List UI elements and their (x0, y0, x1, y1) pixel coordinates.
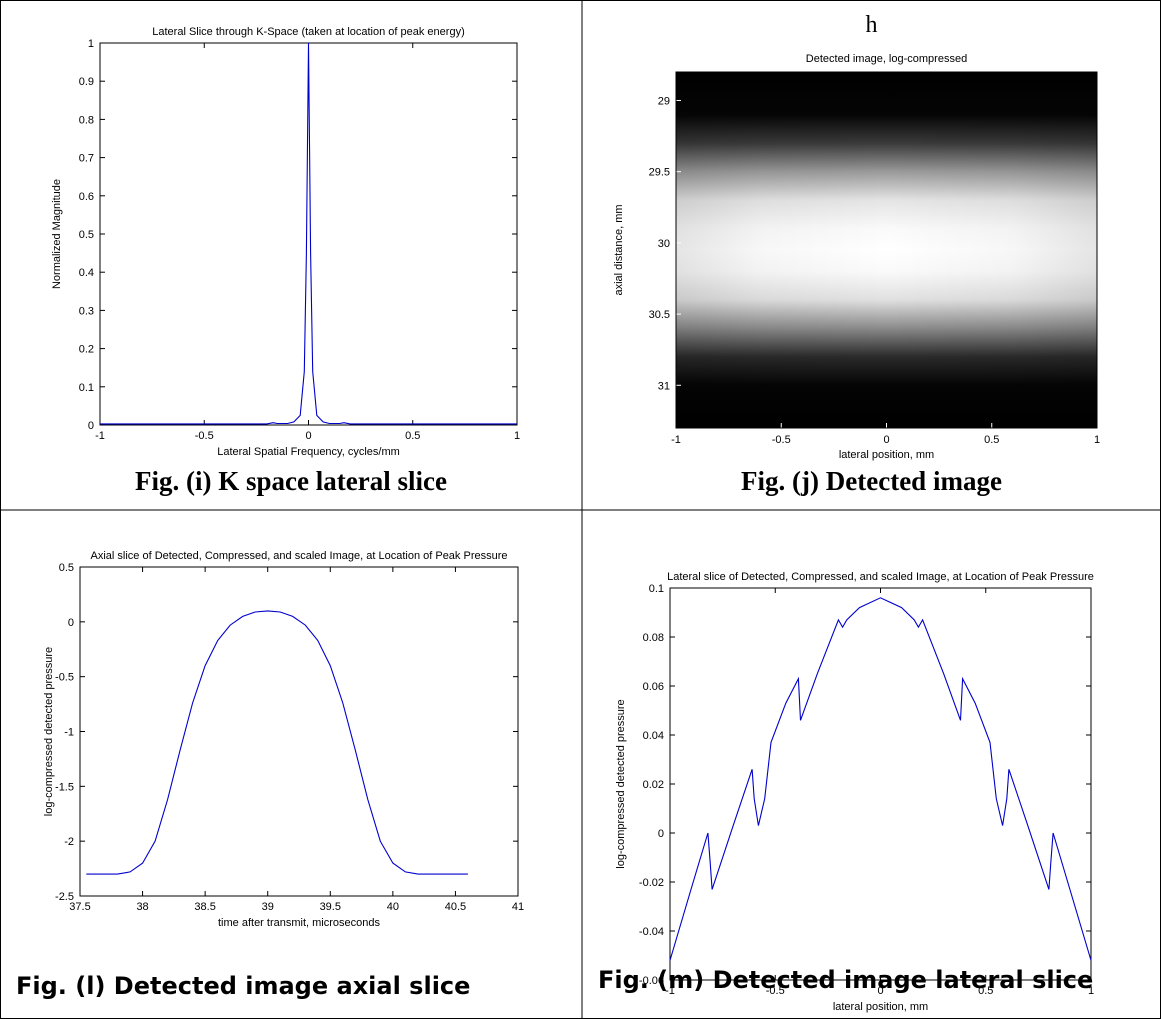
panel-lateral-slice: -1 -0.5 0 0.5 1 -0.06 -0.04 -0.02 0 0.02 0.04 0.06 0… (582, 510, 1161, 1019)
lateral-ytick-label: 0.02 (643, 779, 664, 791)
k-space-xtick-label: -1 (95, 430, 105, 442)
axial-series-line (86, 610, 468, 875)
image-ytick-label: 29 (658, 95, 670, 107)
lateral-ytick-label: -0.02 (639, 877, 664, 889)
k-space-ylabel: Normalized Magnitude (51, 179, 63, 289)
k-space-ytick-label: 0.4 (79, 267, 94, 279)
image-frame (675, 71, 1098, 429)
k-space-ytick-label: 0.2 (79, 344, 94, 356)
axial-ytick-label: -2.5 (55, 891, 74, 903)
k-space-xtick-label: 0 (305, 430, 311, 442)
lateral-ytick-label: 0.04 (643, 730, 664, 742)
image-xtick-label: 0.5 (984, 434, 999, 446)
axial-ytick-label: 0.5 (59, 562, 74, 574)
axial-ytick-label: -2 (64, 836, 74, 848)
axial-title: Axial slice of Detected, Compressed, and… (91, 550, 508, 562)
image-xtick-label: -0.5 (772, 434, 791, 446)
axial-plot-frame (79, 566, 519, 897)
lateral-title: Lateral slice of Detected, Compressed, a… (667, 571, 1094, 583)
image-ytick-label: 29.5 (649, 167, 670, 179)
k-space-series-line (100, 42, 517, 425)
panel-label-h: h (865, 12, 878, 38)
chart-k-space-lateral-slice: -1 -0.5 0 0.5 1 0 0.1 0.2 0.3 0.4 0.5 0.6 0.7 0.8 0.9 1… (51, 26, 520, 458)
axial-xtick-label: 38 (136, 901, 148, 913)
axial-xtick-label: 39 (262, 901, 274, 913)
axial-ytick-label: -1.5 (55, 781, 74, 793)
chart-axial-slice: 37.5 38 38.5 39 39.5 40 40.5 41 -2.5 -2 -1.5 -1 -0.5… (43, 550, 524, 929)
k-space-ytick-label: 0.9 (79, 76, 94, 88)
k-space-ytick-label: 0.7 (79, 153, 94, 165)
chart-lateral-slice: -1 -0.5 0 0.5 1 -0.06 -0.04 -0.02 0 0.02 0.04 0.06 0… (615, 571, 1094, 1013)
lateral-xtick-label: -1 (665, 985, 675, 997)
k-space-ytick-label: 0.3 (79, 305, 94, 317)
image-xtick-label: 1 (1094, 434, 1100, 446)
lateral-ytick-label: -0.04 (639, 926, 664, 938)
axial-ytick-label: -1 (64, 727, 74, 739)
caption-fig-m: Fig. (m) Detected image lateral slice (598, 966, 1094, 994)
k-space-xtick-label: 1 (514, 430, 520, 442)
lateral-xtick-label: 0.5 (978, 985, 993, 997)
caption-fig-j: Fig. (j) Detected image (741, 466, 1002, 496)
lateral-xtick-label: -0.5 (766, 985, 785, 997)
k-space-ytick-label: 0 (88, 420, 94, 432)
image-xtick-label: 0 (883, 434, 889, 446)
lateral-xtick-label: 1 (1088, 985, 1094, 997)
k-space-plot-frame (99, 42, 518, 426)
k-space-ytick-label: 0.6 (79, 191, 94, 203)
image-xtick-label: -1 (671, 434, 681, 446)
k-space-ytick-label: 1 (88, 38, 94, 50)
panel-axial-slice: 37.5 38 38.5 39 39.5 40 40.5 41 -2.5 -2 -1.5 -1 -0.5… (0, 510, 582, 1019)
chart-detected-image: -1 -0.5 0 0.5 1 29 29.5 30 30.5 31 Detected image,… (613, 53, 1100, 461)
k-space-xtick-label: -0.5 (195, 430, 214, 442)
lateral-ytick-label: 0.06 (643, 681, 664, 693)
lateral-ytick-label: 0 (658, 828, 664, 840)
k-space-ytick-label: 0.1 (79, 382, 94, 394)
lateral-series-line (669, 597, 1092, 961)
axial-xtick-label: 37.5 (69, 901, 90, 913)
lateral-ylabel: log-compressed detected pressure (615, 699, 627, 868)
image-ylabel: axial distance, mm (613, 204, 625, 295)
lateral-xlabel: lateral position, mm (833, 1001, 928, 1013)
lateral-ytick-label: -0.06 (639, 975, 664, 987)
k-space-title: Lateral Slice through K-Space (taken at … (152, 26, 464, 38)
image-ytick-label: 31 (658, 380, 670, 392)
image-title: Detected image, log-compressed (806, 53, 967, 65)
image-ytick-label: 30 (658, 238, 670, 250)
k-space-xtick-label: 0.5 (405, 430, 420, 442)
axial-xtick-label: 40.5 (445, 901, 466, 913)
lateral-ytick-label: 0.1 (649, 583, 664, 595)
axial-ytick-label: 0 (68, 617, 74, 629)
k-space-xlabel: Lateral Spatial Frequency, cycles/mm (217, 446, 400, 458)
lateral-xtick-label: 0 (877, 985, 883, 997)
axial-xtick-label: 40 (387, 901, 399, 913)
axial-xtick-label: 41 (512, 901, 524, 913)
panel-detected-image: h -1 -0.5 0 0.5 1 29 29.5 30 30.5 31 Detected imag… (582, 0, 1161, 510)
axial-xtick-label: 38.5 (194, 901, 215, 913)
image-ytick-label: 30.5 (649, 309, 670, 321)
axial-xtick-label: 39.5 (320, 901, 341, 913)
detected-image-shading (676, 72, 1097, 428)
k-space-ytick-label: 0.5 (79, 229, 94, 241)
axial-xlabel: time after transmit, microseconds (218, 917, 380, 929)
panel-k-space-lateral-slice: -1 -0.5 0 0.5 1 0 0.1 0.2 0.3 0.4 0.5 0.6 0.7 0.8 0.9 1… (0, 0, 582, 510)
caption-fig-l: Fig. (l) Detected image axial slice (16, 972, 471, 1000)
k-space-ytick-label: 0.8 (79, 114, 94, 126)
caption-fig-i: Fig. (i) K space lateral slice (135, 466, 447, 496)
lateral-plot-frame (669, 587, 1092, 981)
image-xlabel: lateral position, mm (839, 449, 934, 461)
lateral-ytick-label: 0.08 (643, 632, 664, 644)
axial-ylabel: log-compressed detected pressure (43, 647, 55, 816)
axial-ytick-label: -0.5 (55, 672, 74, 684)
